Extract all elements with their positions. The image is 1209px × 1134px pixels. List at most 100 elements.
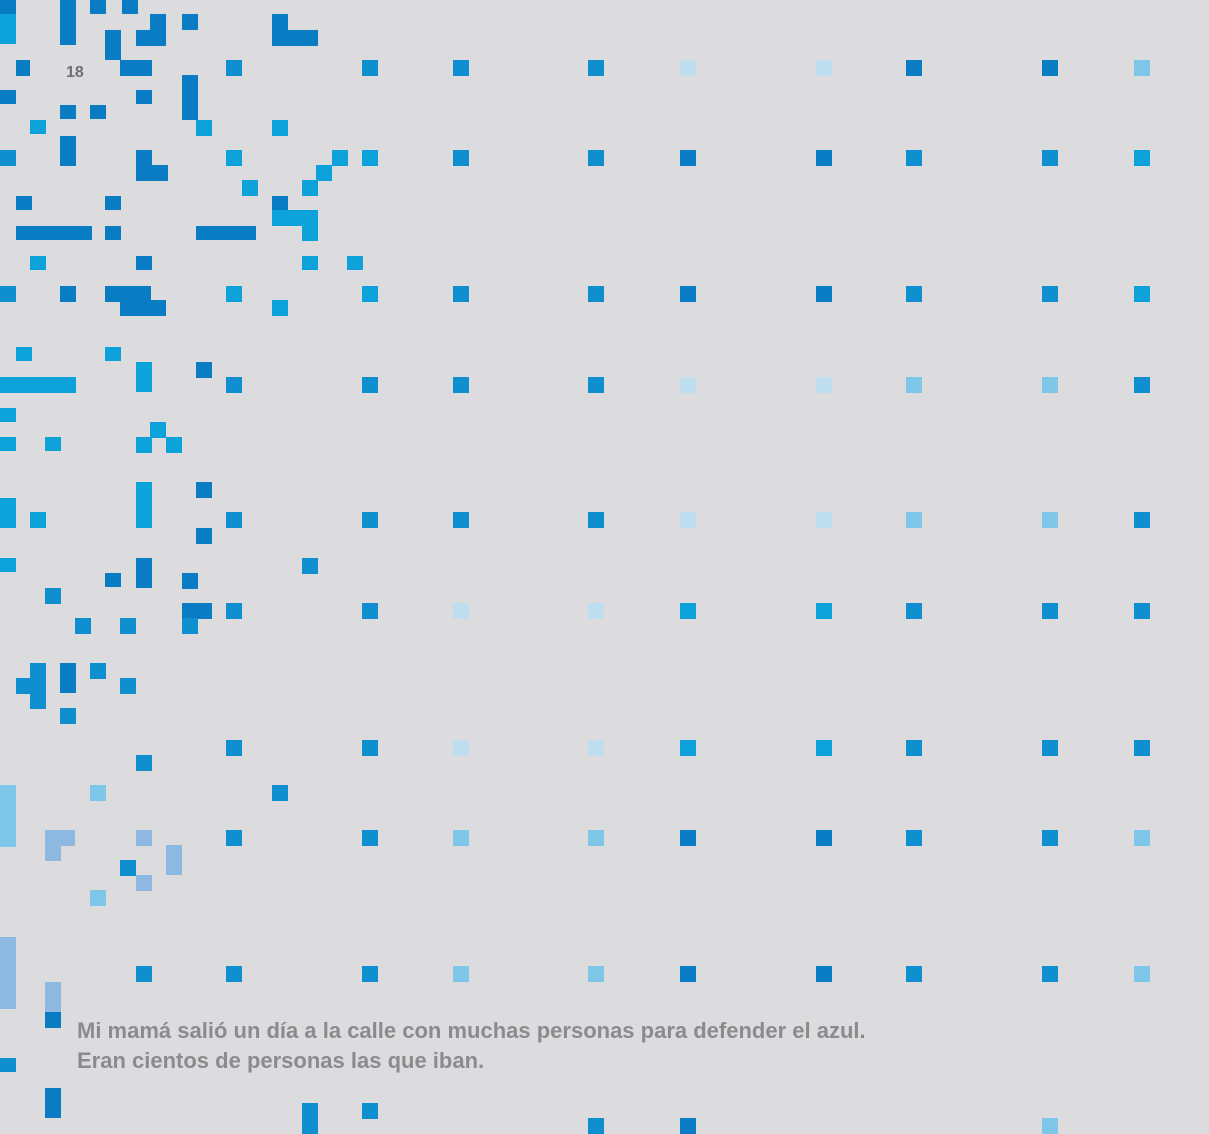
mosaic-pixel xyxy=(0,408,16,422)
mosaic-pixel xyxy=(196,120,212,136)
mosaic-pixel xyxy=(90,0,106,14)
mosaic-pixel xyxy=(0,558,16,572)
mosaic-pixel xyxy=(60,0,76,45)
mosaic-pixel xyxy=(816,603,832,619)
mosaic-pixel xyxy=(136,482,152,528)
mosaic-pixel xyxy=(816,286,832,302)
mosaic-pixel xyxy=(453,966,469,982)
mosaic-pixel xyxy=(680,512,696,528)
mosaic-pixel xyxy=(588,830,604,846)
mosaic-pixel xyxy=(1134,377,1150,393)
mosaic-pixel xyxy=(816,512,832,528)
mosaic-pixel xyxy=(136,437,152,453)
mosaic-pixel xyxy=(680,377,696,393)
mosaic-pixel xyxy=(45,1088,61,1118)
mosaic-pixel xyxy=(1042,966,1058,982)
caption-text: Mi mamá salió un día a la calle con much… xyxy=(77,1016,1077,1076)
mosaic-pixel xyxy=(136,150,152,166)
mosaic-pixel xyxy=(588,150,604,166)
mosaic-pixel xyxy=(105,226,121,240)
mosaic-pixel xyxy=(906,150,922,166)
mosaic-pixel xyxy=(453,830,469,846)
mosaic-pixel xyxy=(150,14,166,30)
mosaic-pixel xyxy=(362,740,378,756)
mosaic-pixel xyxy=(105,347,121,361)
mosaic-pixel xyxy=(453,512,469,528)
mosaic-pixel xyxy=(816,830,832,846)
mosaic-pixel xyxy=(16,347,32,361)
mosaic-pixel xyxy=(302,558,318,574)
mosaic-pixel xyxy=(136,755,152,771)
mosaic-pixel xyxy=(105,573,121,587)
mosaic-pixel xyxy=(1042,286,1058,302)
mosaic-pixel xyxy=(816,966,832,982)
mosaic-pixel xyxy=(1134,60,1150,76)
mosaic-pixel xyxy=(302,180,318,196)
mosaic-pixel xyxy=(272,196,288,212)
mosaic-pixel xyxy=(362,1103,378,1119)
mosaic-pixel xyxy=(166,437,182,453)
mosaic-pixel xyxy=(816,60,832,76)
mosaic-pixel xyxy=(362,966,378,982)
mosaic-pixel xyxy=(302,1103,318,1134)
mosaic-pixel xyxy=(453,740,469,756)
mosaic-pixel xyxy=(816,740,832,756)
mosaic-pixel xyxy=(226,740,242,756)
mosaic-pixel xyxy=(60,136,76,166)
mosaic-pixel xyxy=(0,1058,16,1072)
mosaic-pixel xyxy=(272,785,288,801)
mosaic-pixel xyxy=(362,150,378,166)
mosaic-pixel xyxy=(136,30,166,46)
mosaic-pixel xyxy=(90,890,106,906)
mosaic-pixel xyxy=(226,286,242,302)
mosaic-pixel xyxy=(588,512,604,528)
mosaic-pixel xyxy=(0,377,76,393)
mosaic-pixel xyxy=(906,603,922,619)
caption-line-1: Mi mamá salió un día a la calle con much… xyxy=(77,1018,866,1043)
mosaic-pixel xyxy=(0,498,16,528)
mosaic-pixel xyxy=(166,845,182,875)
mosaic-pixel xyxy=(362,377,378,393)
mosaic-pixel xyxy=(105,196,121,210)
mosaic-pixel xyxy=(680,60,696,76)
mosaic-pixel xyxy=(453,60,469,76)
mosaic-pixel xyxy=(226,830,242,846)
mosaic-pixel xyxy=(60,708,76,724)
mosaic-pixel xyxy=(136,90,152,104)
mosaic-pixel xyxy=(182,573,198,589)
mosaic-pixel xyxy=(1042,60,1058,76)
mosaic-pixel xyxy=(242,180,258,196)
mosaic-pixel xyxy=(105,30,121,60)
mosaic-pixel xyxy=(302,225,318,241)
mosaic-pixel xyxy=(1134,512,1150,528)
mosaic-pixel xyxy=(196,482,212,498)
mosaic-pixel xyxy=(1134,740,1150,756)
mosaic-pixel xyxy=(588,603,604,619)
mosaic-pixel xyxy=(196,226,256,240)
mosaic-pixel xyxy=(1042,1118,1058,1134)
mosaic-pixel xyxy=(272,14,288,30)
mosaic-pixel xyxy=(680,830,696,846)
mosaic-pixel xyxy=(136,165,168,181)
mosaic-pixel xyxy=(347,256,363,270)
mosaic-pixel xyxy=(136,558,152,588)
mosaic-pixel xyxy=(1042,740,1058,756)
mosaic-pixel xyxy=(588,377,604,393)
mosaic-pixel xyxy=(680,150,696,166)
mosaic-pixel xyxy=(30,120,46,134)
mosaic-pixel xyxy=(906,60,922,76)
mosaic-pixel xyxy=(182,603,212,619)
mosaic-pixel xyxy=(588,1118,604,1134)
mosaic-pixel xyxy=(105,286,151,302)
mosaic-pixel xyxy=(16,226,92,240)
mosaic-pixel xyxy=(120,300,166,316)
mosaic-pixel xyxy=(90,105,106,119)
mosaic-pixel xyxy=(1134,603,1150,619)
mosaic-pixel xyxy=(0,937,16,1009)
mosaic-pixel xyxy=(45,845,61,861)
mosaic-pixel xyxy=(136,256,152,270)
mosaic-pixel xyxy=(588,740,604,756)
mosaic-pixel xyxy=(1134,966,1150,982)
